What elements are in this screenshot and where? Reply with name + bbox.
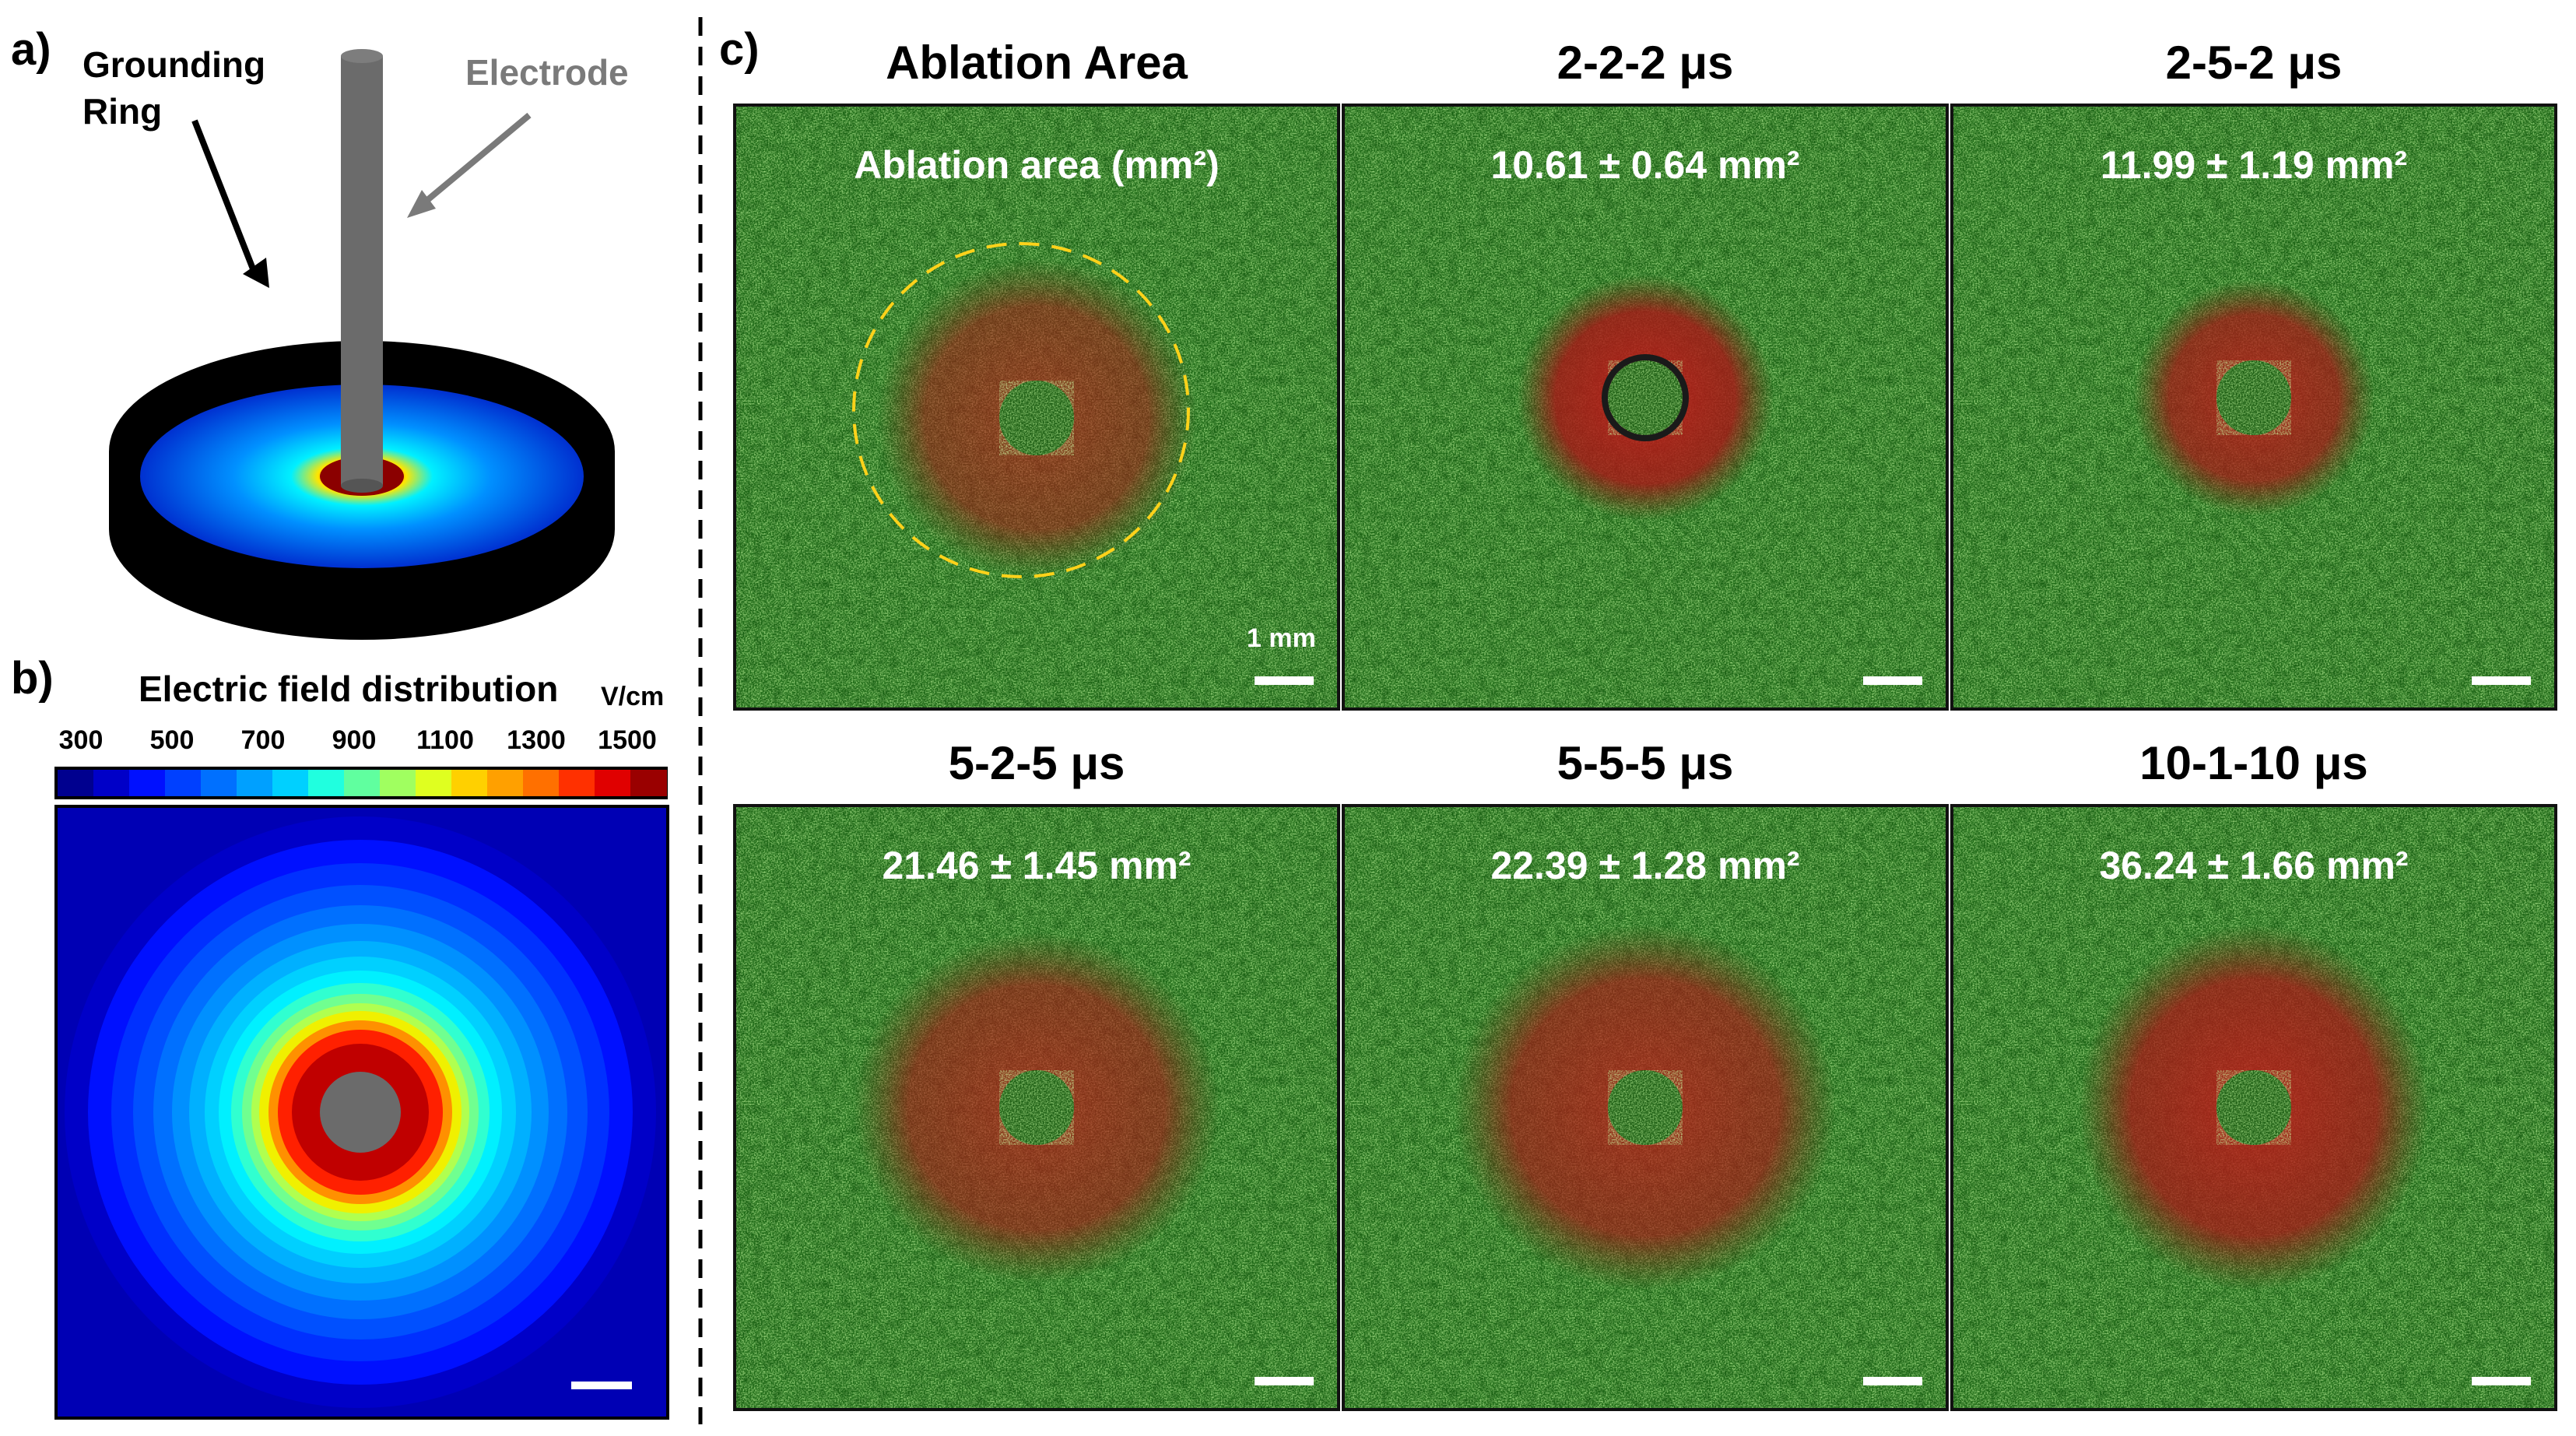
colorbar-tick-1100: 1100 <box>416 725 474 755</box>
scale-bar-label: 1 mm <box>1247 623 1316 653</box>
panel-a-letter: a) <box>11 24 51 75</box>
tile-2-2-2-area-label: 10.61 ± 0.64 mm² <box>1490 143 1800 187</box>
tile-2-2-2: 10.61 ± 0.64 mm² <box>1342 104 1949 711</box>
tile-5-2-5-scale-bar <box>1255 1377 1314 1385</box>
tile-5-5-5-area-label: 22.39 ± 1.28 mm² <box>1490 844 1800 887</box>
tile-ablation-area: Ablation area (mm²) 1 mm <box>733 104 1340 711</box>
colorbar <box>54 767 668 799</box>
tile-5-2-5: 21.46 ± 1.45 mm² <box>733 804 1340 1411</box>
tile-10-1-10-area-label: 36.24 ± 1.66 mm² <box>2099 844 2409 887</box>
tile-2-5-2-scale-bar <box>2472 676 2531 685</box>
tile-5-2-5-image <box>733 804 1340 1411</box>
grounding-ring-label-line1: Grounding <box>82 44 266 85</box>
field-distribution-map <box>54 805 669 1420</box>
tile-5-2-5-area-label: 21.46 ± 1.45 mm² <box>882 844 1191 887</box>
electrode-cross-section <box>320 1072 401 1153</box>
title-10-1-10: 10-1-10 μs <box>2139 737 2368 789</box>
tile-2-5-2-image <box>1950 104 2557 711</box>
title-ablation-area: Ablation Area <box>886 37 1188 89</box>
grounding-arrow-shaft <box>191 119 257 272</box>
colorbar-unit: V/cm <box>601 682 665 711</box>
field-map-title: Electric field distribution <box>139 669 559 709</box>
tile-2-5-2-area-label: 11.99 ± 1.19 mm² <box>2100 143 2408 187</box>
map-scale-bar <box>571 1382 632 1389</box>
colorbar-tick-300: 300 <box>58 725 104 755</box>
tile-5-5-5-scale-bar <box>1863 1377 1922 1385</box>
electrode-tip <box>341 49 383 63</box>
electrode-arrow-head <box>407 190 436 218</box>
electrode-label: Electrode <box>465 52 629 93</box>
tile-ablation-area-image <box>733 104 1340 711</box>
tile-2-2-2-image <box>1342 104 1949 711</box>
electrode-setup-diagram <box>109 49 615 640</box>
title-5-5-5: 5-5-5 μs <box>1556 737 1734 789</box>
tile-10-1-10-image <box>1950 804 2557 1411</box>
tile-2-5-2: 11.99 ± 1.19 mm² <box>1950 104 2557 711</box>
tile-ablation-area-area-label: Ablation area (mm²) <box>854 143 1220 187</box>
ablation-outline <box>852 242 1190 578</box>
colorbar-tick-900: 900 <box>332 725 377 755</box>
title-2-2-2: 2-2-2 μs <box>1556 37 1734 89</box>
electrode-arrow-shaft <box>424 112 532 204</box>
panel-c-letter: c) <box>719 24 760 75</box>
tile-10-1-10-scale-bar <box>2472 1377 2531 1385</box>
title-2-5-2: 2-5-2 μs <box>2165 37 2343 89</box>
title-5-2-5: 5-2-5 μs <box>948 737 1125 789</box>
colorbar-tick-500: 500 <box>149 725 195 755</box>
tile-5-5-5-image <box>1342 804 1949 1411</box>
tile-2-2-2-scale-bar <box>1863 676 1922 685</box>
grounding-arrow-head <box>243 258 269 288</box>
colorbar-tick-700: 700 <box>240 725 286 755</box>
electrode-base <box>341 479 383 493</box>
colorbar-tick-1500: 1500 <box>598 725 657 755</box>
tile-ablation-area-scale-bar <box>1255 676 1314 685</box>
tile-5-5-5: 22.39 ± 1.28 mm² <box>1342 804 1949 1411</box>
electrode-rod <box>341 56 383 486</box>
grounding-ring-label-line2: Ring <box>82 91 163 132</box>
tile-10-1-10: 36.24 ± 1.66 mm² <box>1950 804 2557 1411</box>
panel-divider <box>698 17 703 1424</box>
colorbar-tick-1300: 1300 <box>507 725 566 755</box>
panel-b-letter: b) <box>11 653 54 704</box>
